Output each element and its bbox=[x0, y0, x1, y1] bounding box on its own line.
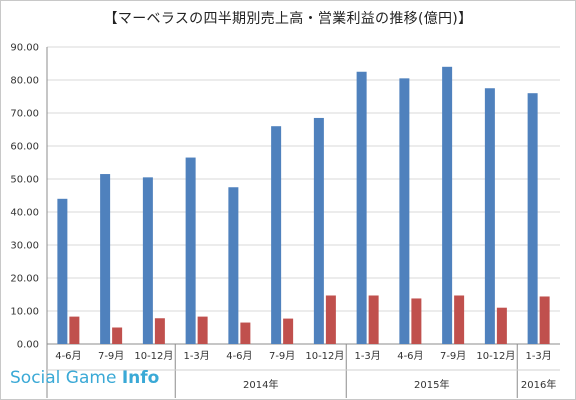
bar-series-1 bbox=[356, 71, 367, 344]
bar-series-2 bbox=[454, 295, 465, 344]
y-tick-label: 70.00 bbox=[10, 109, 39, 120]
x-tick-label: 10-12月 bbox=[476, 350, 515, 362]
x-tick-label: 4-6月 bbox=[397, 350, 423, 362]
x-tick-label: 7-9月 bbox=[269, 350, 295, 362]
bar-series-2 bbox=[539, 296, 550, 344]
x-tick-label: 10-12月 bbox=[305, 350, 344, 362]
x-tick-label: 1-3月 bbox=[525, 350, 551, 362]
bar-series-1 bbox=[399, 78, 410, 344]
bar-series-1 bbox=[228, 187, 239, 344]
x-group-label: 2016年 bbox=[521, 378, 556, 391]
x-tick-label: 4-6月 bbox=[226, 350, 252, 362]
x-tick-label: 1-3月 bbox=[354, 350, 380, 362]
y-tick-label: 30.00 bbox=[10, 241, 39, 252]
bar-series-1 bbox=[185, 157, 196, 344]
bar-series-1 bbox=[527, 93, 538, 344]
bar-series-2 bbox=[112, 327, 123, 344]
bar-series-2 bbox=[69, 316, 80, 344]
watermark-logo: Social Game Info bbox=[10, 368, 159, 388]
x-tick-label: 10-12月 bbox=[134, 350, 173, 362]
x-group-label: 2014年 bbox=[243, 378, 278, 391]
chart-title: 【マーベラスの四半期別売上高・営業利益の推移(億円)】 bbox=[103, 11, 473, 27]
x-tick-label: 4-6月 bbox=[55, 350, 81, 362]
bar-series-2 bbox=[368, 295, 379, 344]
watermark-text-bold: Info bbox=[121, 368, 160, 388]
bar-series-1 bbox=[484, 88, 495, 344]
bar-series-2 bbox=[325, 295, 336, 344]
x-tick-label: 7-9月 bbox=[98, 350, 124, 362]
bar-series-1 bbox=[442, 66, 453, 345]
bar-series-1 bbox=[142, 177, 153, 344]
bar-series-1 bbox=[313, 117, 324, 344]
y-tick-label: 80.00 bbox=[10, 76, 39, 87]
y-tick-label: 10.00 bbox=[10, 307, 39, 318]
bar-series-2 bbox=[496, 307, 507, 344]
bar-series-2 bbox=[154, 318, 165, 344]
y-tick-label: 0.00 bbox=[17, 340, 39, 351]
bar-series-1 bbox=[57, 198, 68, 344]
y-tick-label: 20.00 bbox=[10, 274, 39, 285]
bar-series-2 bbox=[283, 318, 294, 344]
watermark-text: Social Game bbox=[10, 368, 122, 388]
x-tick-label: 7-9月 bbox=[440, 350, 466, 362]
bar-series-2 bbox=[197, 316, 208, 344]
bar-series-1 bbox=[271, 126, 282, 344]
bar-series-2 bbox=[411, 298, 422, 344]
y-tick-label: 50.00 bbox=[10, 175, 39, 186]
bar-series-2 bbox=[240, 322, 251, 344]
y-tick-label: 90.00 bbox=[10, 43, 39, 54]
y-tick-label: 60.00 bbox=[10, 142, 39, 153]
x-group-label: 2015年 bbox=[414, 378, 449, 391]
y-tick-label: 40.00 bbox=[10, 208, 39, 219]
x-tick-label: 1-3月 bbox=[183, 350, 209, 362]
bar-series-1 bbox=[100, 174, 111, 344]
